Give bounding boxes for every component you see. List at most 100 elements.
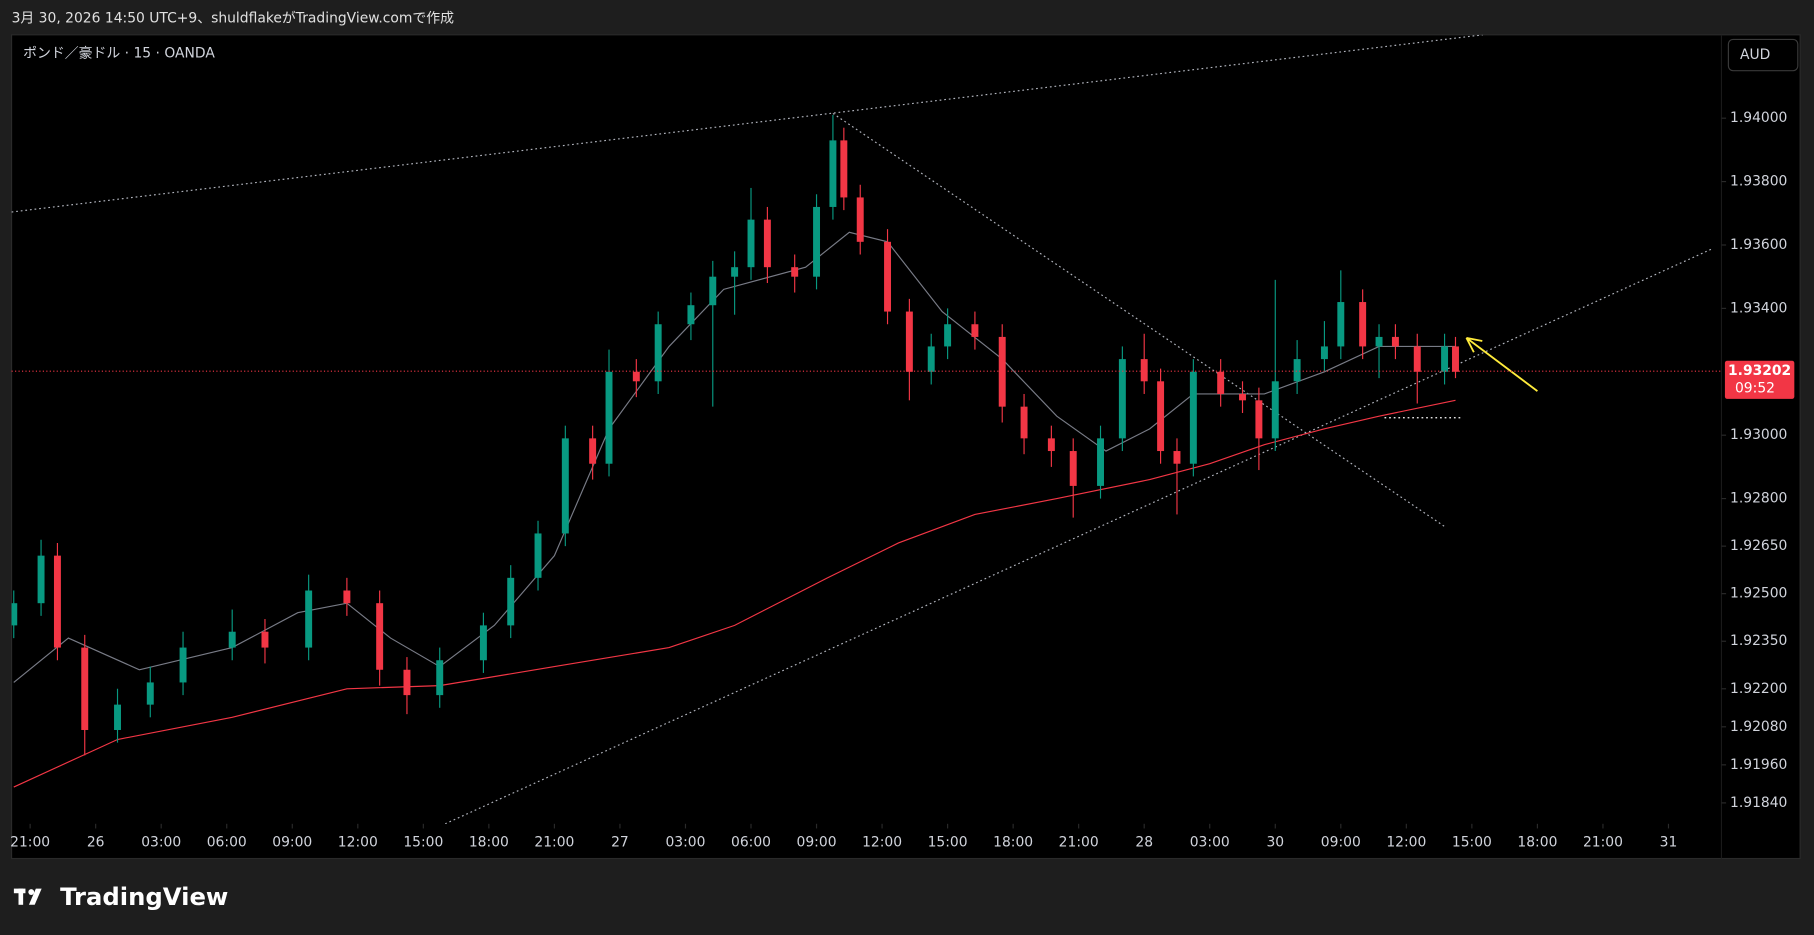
x-tick-label: 09:00 [797, 834, 837, 850]
candle-body [179, 647, 187, 683]
candle-body [884, 241, 892, 312]
candle-body [1271, 381, 1279, 439]
y-tick-label: 1.91960 [1730, 757, 1787, 773]
candle-body [53, 555, 61, 648]
x-tick-label: 21:00 [534, 834, 574, 850]
x-tick-label: 12:00 [1386, 834, 1426, 850]
candle-body [1173, 451, 1181, 464]
y-tick-label: 1.92200 [1730, 681, 1787, 697]
candle-body [687, 305, 695, 325]
candle-body [763, 219, 771, 268]
x-tick-label: 27 [611, 834, 629, 850]
candle-body [114, 704, 121, 730]
x-tick-label: 21:00 [10, 834, 50, 850]
candle-body [813, 206, 821, 277]
candle-body [436, 660, 444, 696]
x-tick-label: 21:00 [1583, 834, 1623, 850]
countdown: 09:52 [1735, 381, 1775, 397]
candle-body [479, 625, 487, 661]
x-tick-label: 31 [1660, 834, 1678, 850]
candle-body [998, 336, 1006, 407]
trend-line [11, 34, 1483, 213]
trend-line [444, 248, 1713, 824]
y-tick-label: 1.93000 [1730, 427, 1787, 443]
footer-logo: TradingView [60, 882, 228, 911]
candle-body [1140, 359, 1148, 382]
candle-body [1441, 346, 1449, 372]
y-tick-label: 1.92080 [1730, 719, 1787, 735]
candle-body [146, 682, 154, 705]
symbol-title: ポンド／豪ドル · 15 · OANDA [23, 45, 215, 61]
candle-body [905, 311, 913, 372]
x-tick-label: 18:00 [993, 834, 1033, 850]
x-tick-label: 18:00 [469, 834, 509, 850]
candle-body [305, 590, 313, 648]
candle-body [791, 267, 799, 277]
header-text: 3月 30, 2026 14:50 UTC+9、shuldflakeがTradi… [12, 11, 455, 27]
candle-body [1157, 381, 1165, 452]
candle-body [228, 631, 236, 648]
candle-body [81, 647, 89, 730]
y-tick-label: 1.92650 [1730, 538, 1787, 554]
x-tick-label: 15:00 [403, 834, 443, 850]
candle-body [971, 324, 979, 337]
x-tick-label: 18:00 [1517, 834, 1557, 850]
x-tick-label: 12:00 [862, 834, 902, 850]
x-tick-label: 06:00 [207, 834, 247, 850]
candle-body [1375, 336, 1383, 347]
candle-body [534, 533, 542, 578]
candle-body [927, 346, 935, 372]
currency-button[interactable] [1727, 38, 1799, 72]
x-tick-label: 06:00 [731, 834, 771, 850]
candle-body [632, 371, 640, 382]
candle-body [343, 590, 351, 604]
y-tick-label: 1.91840 [1730, 795, 1787, 811]
candle-body [1337, 302, 1345, 347]
plot: 1.94000 1.93800 1.93600 1.93400 1.93000 1.928… [10, 34, 1795, 850]
y-tick-label: 1.94000 [1730, 110, 1787, 126]
candle-body [1189, 371, 1197, 464]
x-tick-label: 15:00 [928, 834, 968, 850]
candle-body [1069, 451, 1077, 486]
candle-body [654, 324, 662, 382]
y-tick-label: 1.93800 [1730, 174, 1787, 190]
x-tick-label: 26 [87, 834, 105, 850]
candle-body [1452, 346, 1459, 372]
candle-body [1118, 359, 1126, 439]
currency-label[interactable]: AUD [1740, 47, 1770, 63]
candle-body [605, 371, 613, 464]
x-tick-label: 21:00 [1059, 834, 1099, 850]
candle-body [1047, 438, 1055, 452]
candle-body [1020, 406, 1028, 439]
y-tick-label: 1.92350 [1730, 633, 1787, 649]
candle-body [1359, 302, 1367, 347]
candle-body [561, 438, 569, 534]
price-label: 1.93202 [1728, 363, 1791, 379]
candle-body [747, 219, 755, 268]
y-tick-label: 1.93600 [1730, 237, 1787, 253]
candle-body [944, 324, 952, 347]
candle-body [261, 631, 269, 648]
candle-body [1413, 346, 1421, 372]
candle-body [840, 140, 848, 198]
candle-body [376, 603, 384, 670]
candle-body [1320, 346, 1328, 360]
candle-body [1217, 371, 1225, 394]
candle-body [829, 140, 837, 207]
x-tick-label: 09:00 [1321, 834, 1361, 850]
chart-panel [10, 34, 1801, 860]
price-label-box [1724, 360, 1795, 399]
candle-body [37, 555, 45, 604]
tv-logo-mark [13, 888, 42, 905]
candle-body [1097, 438, 1104, 486]
candle-body [589, 438, 597, 464]
x-tick-label: 30 [1266, 834, 1284, 850]
x-tick-label: 15:00 [1452, 834, 1492, 850]
y-tick-label: 1.92800 [1730, 491, 1787, 507]
moving-average [13, 399, 1456, 788]
candle-body [1293, 359, 1301, 382]
plot-area [11, 34, 1713, 824]
x-tick-label: 03:00 [1190, 834, 1230, 850]
